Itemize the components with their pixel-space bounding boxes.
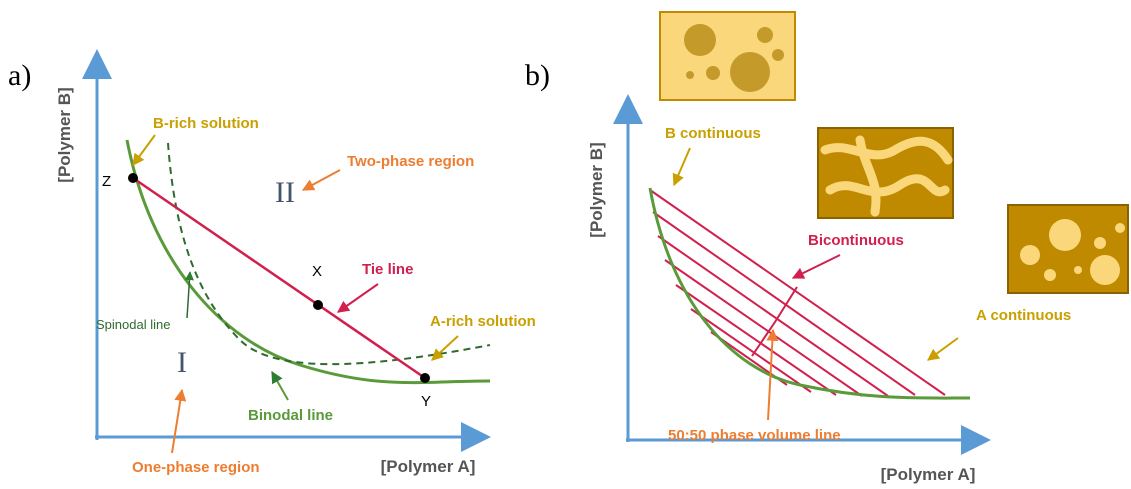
annotation: B-rich solution bbox=[153, 115, 259, 132]
tie-lines bbox=[650, 190, 945, 396]
arrow bbox=[432, 336, 458, 360]
morphology-bicontinuous bbox=[818, 128, 953, 218]
point-label: Z bbox=[102, 173, 111, 190]
annotation: Bicontinuous bbox=[808, 232, 904, 249]
annotation: A continuous bbox=[976, 307, 1071, 324]
annotation: A-rich solution bbox=[430, 313, 536, 330]
point bbox=[313, 300, 323, 310]
y-axis-label: [Polymer B] bbox=[587, 142, 606, 237]
panel-a: a) [Polymer B] [Polymer A] Z X Y II I B-… bbox=[8, 52, 536, 476]
tie-line bbox=[658, 236, 888, 396]
arrow bbox=[172, 390, 182, 453]
annotation: B continuous bbox=[665, 125, 761, 142]
annotation: Tie line bbox=[362, 261, 413, 278]
arrow bbox=[674, 148, 690, 185]
figure: a) [Polymer B] [Polymer A] Z X Y II I B-… bbox=[0, 0, 1131, 489]
morphology-a bbox=[1008, 205, 1128, 293]
arrow bbox=[133, 135, 155, 165]
annotation: Spinodal line bbox=[96, 317, 170, 332]
point-label: X bbox=[312, 263, 322, 280]
morphology-b bbox=[660, 12, 795, 100]
tie-line bbox=[650, 190, 945, 395]
y-axis-label: [Polymer B] bbox=[55, 87, 74, 182]
binodal-curve bbox=[650, 188, 970, 398]
annotation: 50:50 phase volume line bbox=[668, 427, 841, 444]
point bbox=[420, 373, 430, 383]
point bbox=[128, 173, 138, 183]
arrow bbox=[303, 170, 340, 190]
annotation: Two-phase region bbox=[347, 153, 474, 170]
arrow bbox=[187, 272, 190, 318]
arrow bbox=[338, 284, 378, 312]
tie-line bbox=[665, 260, 862, 396]
annotation: One-phase region bbox=[132, 459, 260, 476]
point-label: Y bbox=[421, 393, 431, 410]
arrow bbox=[272, 372, 288, 400]
x-axis-label: [Polymer A] bbox=[881, 465, 976, 484]
region-label: II bbox=[275, 176, 295, 209]
annotation: Binodal line bbox=[248, 407, 333, 424]
panel-label: b) bbox=[525, 59, 550, 92]
arrow bbox=[928, 338, 958, 360]
x-axis-label: [Polymer A] bbox=[381, 457, 476, 476]
tie-line bbox=[691, 309, 811, 392]
panel-b: b) [Polymer B] [Polymer A] B continuous … bbox=[525, 12, 1128, 484]
region-label: I bbox=[177, 346, 187, 379]
panel-label: a) bbox=[8, 59, 31, 92]
arrow bbox=[793, 255, 840, 278]
